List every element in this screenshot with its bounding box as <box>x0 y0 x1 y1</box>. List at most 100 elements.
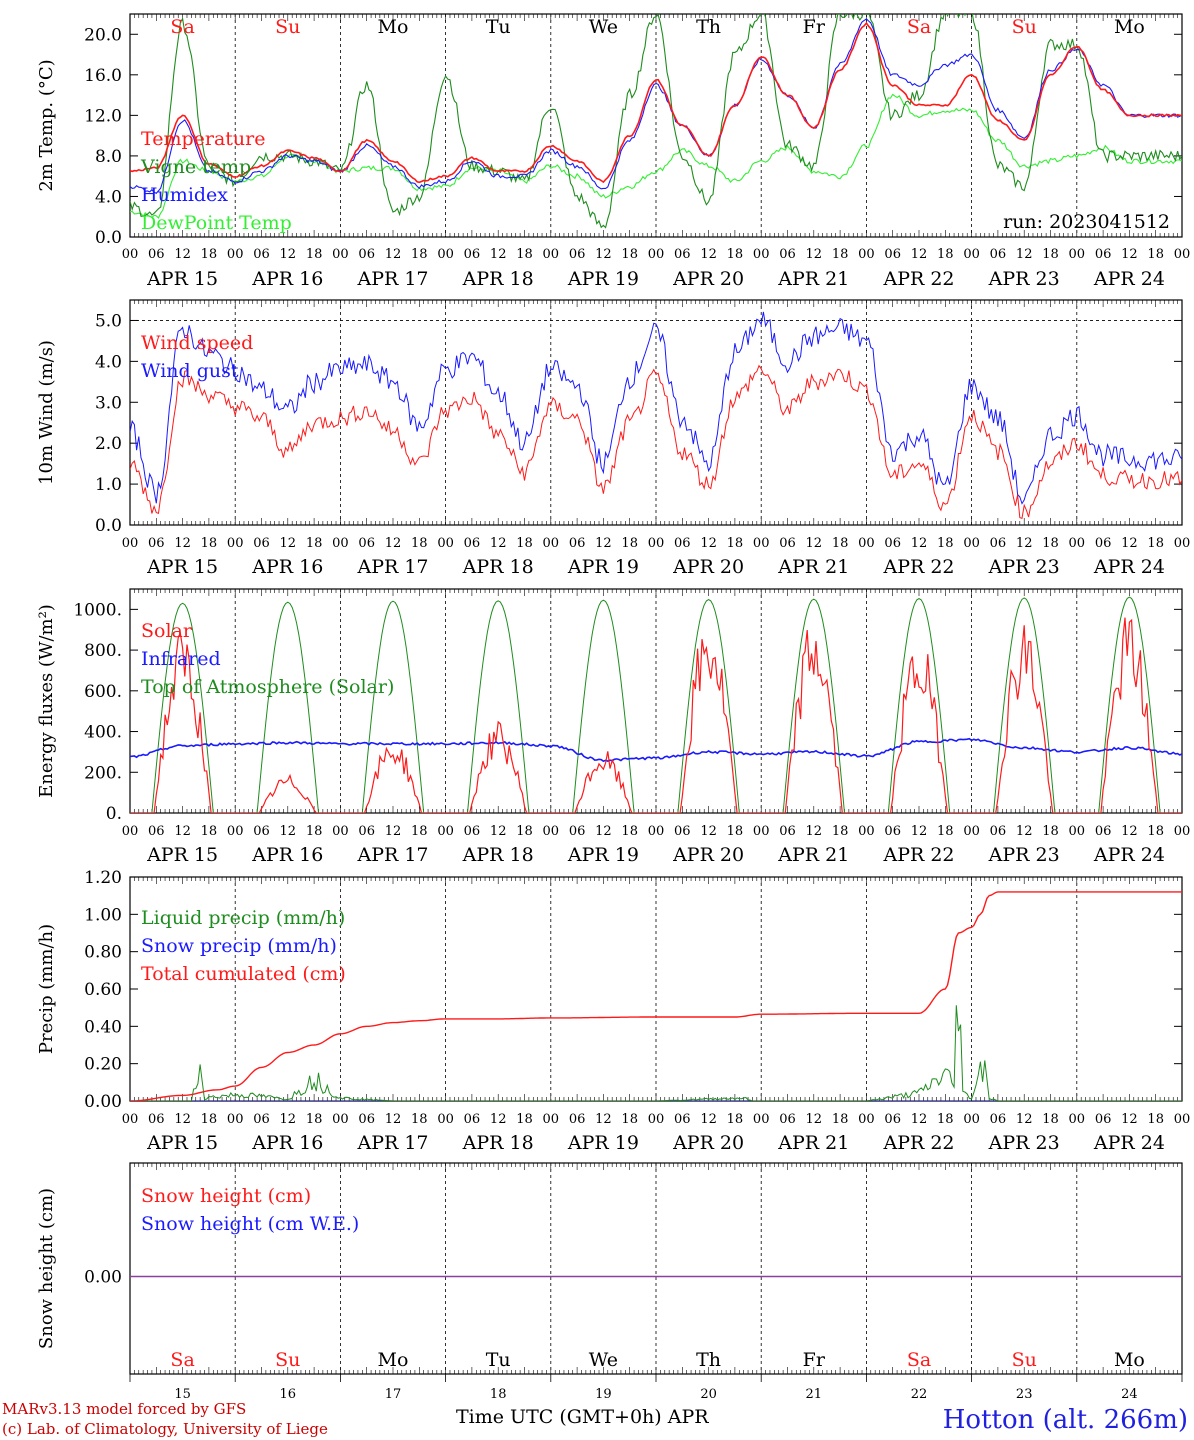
precip-hour-label: 06 <box>779 1112 796 1127</box>
energy-y-tick-label: 800. <box>84 641 122 661</box>
wind-hour-label: 18 <box>621 536 638 551</box>
wind-hour-label: 18 <box>1147 536 1164 551</box>
temperature-y-tick-label: 16.0 <box>84 66 122 86</box>
energy-legend-entry: Infrared <box>141 648 221 670</box>
snow-day-label: Su <box>1012 1349 1037 1371</box>
precip-hour-label: 12 <box>490 1112 507 1127</box>
snow-legend-entry: Snow height (cm W.E.) <box>141 1213 359 1235</box>
wind-panel: 00 06 12 18 APR 15 00 06 12 18 APR 16 00 06 12 18 APR … <box>36 299 1190 578</box>
energy-y-tick-label: 0. <box>106 804 122 824</box>
precip-hour-label: 00 <box>227 1112 244 1127</box>
wind-hour-label: 12 <box>806 536 823 551</box>
temperature-day-label: Mo <box>378 16 409 38</box>
snow-day-number: 20 <box>700 1387 717 1402</box>
energy-hour-label: 12 <box>911 824 928 839</box>
precip-date-label: APR 24 <box>1093 1132 1165 1154</box>
wind-hour-label: 12 <box>490 536 507 551</box>
temperature-date-label: APR 15 <box>146 268 218 290</box>
footer: MARv3.13 model forced by GFS (c) Lab. of… <box>2 1400 1188 1438</box>
temperature-hour-label: 00 <box>1069 247 1086 262</box>
temperature-hour-label: 06 <box>569 247 586 262</box>
snow-day-label: Th <box>696 1349 721 1371</box>
energy-hour-label: 00 <box>648 824 665 839</box>
precip-hour-label: 18 <box>516 1112 533 1127</box>
temperature-day-label: Mo <box>1114 16 1145 38</box>
temperature-legend-entry: DewPoint Temp <box>141 212 292 234</box>
wind-hour-label: 00 <box>437 536 454 551</box>
precip-hour-label: 00 <box>753 1112 770 1127</box>
x-axis-title: Time UTC (GMT+0h) APR <box>456 1406 709 1428</box>
precip-hour-label: 06 <box>884 1112 901 1127</box>
energy-hour-label: 06 <box>779 824 796 839</box>
model-credit: MARv3.13 model forced by GFS <box>2 1400 246 1418</box>
wind-hour-label: 00 <box>648 536 665 551</box>
precip-hour-label: 12 <box>806 1112 823 1127</box>
energy-hour-label: 18 <box>411 824 428 839</box>
precip-y-tick-label: 0.00 <box>84 1092 122 1112</box>
temperature-hour-label: 12 <box>806 247 823 262</box>
energy-date-label: APR 20 <box>672 844 744 866</box>
snow-day-label: Su <box>275 1349 300 1371</box>
energy-hour-label: 12 <box>1016 824 1033 839</box>
temperature-date-label: APR 17 <box>356 268 428 290</box>
temperature-hour-label: 00 <box>227 247 244 262</box>
energy-hour-label: 18 <box>516 824 533 839</box>
precip-date-label: APR 23 <box>988 1132 1060 1154</box>
precip-hour-label: 06 <box>148 1112 165 1127</box>
wind-date-label: APR 22 <box>882 556 954 578</box>
temperature-hour-label: 18 <box>516 247 533 262</box>
temperature-legend-entry: Humidex <box>141 184 228 206</box>
snow-day-number: 18 <box>490 1387 507 1402</box>
wind-hour-label: 06 <box>569 536 586 551</box>
snow-day-label: Sa <box>170 1349 194 1371</box>
snow-y-axis-label: Snow height (cm) <box>36 1188 57 1349</box>
wind-hour-label: 12 <box>595 536 612 551</box>
energy-date-label: APR 23 <box>988 844 1060 866</box>
wind-hour-label: 12 <box>1016 536 1033 551</box>
energy-date-label: APR 15 <box>146 844 218 866</box>
wind-hour-label: 06 <box>253 536 270 551</box>
wind-hour-label: 00 <box>227 536 244 551</box>
temperature-day-label: Sa <box>170 16 194 38</box>
wind-hour-label: 18 <box>411 536 428 551</box>
energy-date-label: APR 19 <box>567 844 639 866</box>
energy-hour-label: 06 <box>674 824 691 839</box>
temperature-hour-label: 12 <box>174 247 191 262</box>
temperature-hour-label: 00 <box>648 247 665 262</box>
energy-date-label: APR 18 <box>462 844 534 866</box>
energy-hour-label: 18 <box>1147 824 1164 839</box>
energy-date-label: APR 24 <box>1093 844 1165 866</box>
energy-hour-label: 00 <box>122 824 139 839</box>
precip-date-label: APR 22 <box>882 1132 954 1154</box>
temperature-legend-entry: Vigne temp <box>140 156 251 178</box>
precip-hour-label: 00 <box>437 1112 454 1127</box>
precip-hour-label: 00 <box>1069 1112 1086 1127</box>
energy-hour-label: 00 <box>858 824 875 839</box>
temperature-hour-label: 12 <box>280 247 297 262</box>
wind-legend-entry: Wind speed <box>141 332 253 354</box>
energy-series-solar <box>130 617 1182 813</box>
precip-panel: 00 06 12 18 APR 15 00 06 12 18 APR 16 00 06 12 18 APR … <box>36 868 1190 1154</box>
temperature-hour-label: 18 <box>411 247 428 262</box>
wind-date-label: APR 15 <box>146 556 218 578</box>
wind-hour-label: 00 <box>858 536 875 551</box>
snow-day-number: 22 <box>911 1387 928 1402</box>
precip-hour-label: 12 <box>595 1112 612 1127</box>
temperature-date-label: APR 24 <box>1093 268 1165 290</box>
wind-hour-label: 18 <box>201 536 218 551</box>
temperature-hour-label: 06 <box>148 247 165 262</box>
snow-day-number: 15 <box>174 1387 191 1402</box>
wind-hour-label: 06 <box>884 536 901 551</box>
snow-day-number: 23 <box>1016 1387 1033 1402</box>
temperature-hour-label: 18 <box>201 247 218 262</box>
wind-date-label: APR 21 <box>777 556 849 578</box>
wind-hour-label: 18 <box>727 536 744 551</box>
temperature-hour-label: 00 <box>332 247 349 262</box>
energy-series-top-of-atmosphere <box>130 596 1182 813</box>
temperature-hour-label: 00 <box>122 247 139 262</box>
temperature-hour-label: 00 <box>543 247 560 262</box>
wind-date-label: APR 20 <box>672 556 744 578</box>
temperature-hour-label: 00 <box>1174 247 1191 262</box>
temperature-hour-label: 18 <box>306 247 323 262</box>
temperature-hour-label: 12 <box>385 247 402 262</box>
